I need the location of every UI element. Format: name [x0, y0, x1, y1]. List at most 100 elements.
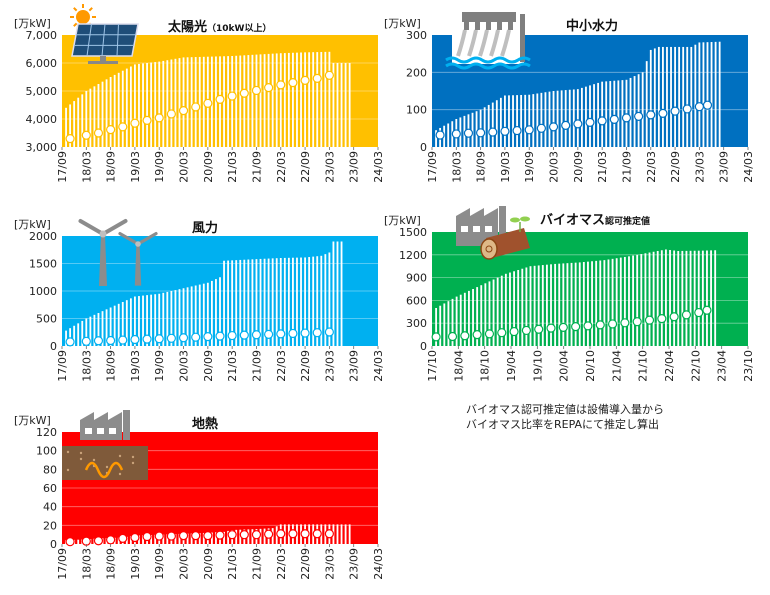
geothermal-bar	[227, 530, 230, 544]
hydro-unit-label: [万kW]	[384, 17, 421, 30]
wind-ytick-label: 1000	[29, 285, 57, 298]
wind-bar	[85, 318, 88, 346]
wind-bar	[77, 323, 80, 346]
wind-bar	[324, 254, 327, 346]
wind-bar	[312, 256, 315, 346]
biomass-bar	[591, 261, 593, 346]
hydro-bar	[714, 41, 717, 147]
hydro-bar	[532, 94, 535, 147]
geothermal-dot	[288, 529, 298, 539]
biomass-dot	[632, 317, 642, 327]
hydro-bar	[649, 49, 652, 147]
biomass-dot	[509, 326, 519, 337]
hydro-bar	[589, 85, 591, 147]
wind-dot	[288, 328, 298, 339]
solar-bar	[231, 56, 234, 147]
geothermal-ytick-label: 40	[43, 501, 57, 514]
geothermal-ytick-label: 80	[43, 463, 57, 476]
wind-ytick-label: 0	[50, 340, 57, 353]
geothermal-xtick-label: 22/09	[299, 548, 312, 580]
solar-bar	[271, 53, 274, 147]
hydro-bar	[597, 82, 600, 147]
wind-dot	[154, 334, 164, 344]
wind-bar	[255, 259, 258, 346]
biomass-bar	[673, 250, 676, 346]
hydro-xtick-label: 23/09	[718, 151, 731, 183]
solar-xtick-label: 19/09	[153, 151, 166, 183]
geothermal-xtick-label: 21/03	[226, 548, 239, 580]
geothermal-xtick-label: 19/09	[153, 548, 166, 580]
biomass-bar	[558, 263, 561, 346]
wind-bar	[328, 252, 331, 346]
wind-bar	[340, 241, 343, 346]
hydro-bar	[613, 80, 616, 147]
biomass-xtick-label: 18/04	[452, 350, 465, 382]
solar-bar	[93, 86, 96, 147]
solar-xtick-label: 19/03	[129, 151, 142, 183]
geothermal-dot-series	[65, 529, 334, 547]
factory-icon	[80, 410, 130, 440]
biomass-dot	[460, 331, 470, 341]
solar-bar	[336, 63, 339, 147]
solar-bar	[239, 55, 242, 147]
solar-bar	[146, 63, 148, 147]
wind-bar	[121, 302, 124, 346]
wind-bar	[186, 287, 189, 346]
biomass-dot	[534, 324, 544, 334]
wind-dot	[324, 327, 334, 337]
biomass-dot	[620, 318, 630, 328]
hydro-bar	[637, 74, 640, 147]
wind-bar	[166, 291, 169, 346]
ground-heat-icon	[62, 446, 148, 480]
solar-bar	[158, 61, 161, 147]
hydro-bar	[706, 42, 709, 147]
hydro-xtick-label: 23/03	[693, 151, 706, 183]
wind-bar	[320, 255, 323, 346]
biomass-bar	[463, 292, 466, 346]
geothermal-dot	[65, 537, 75, 547]
geothermal-bar	[190, 533, 193, 544]
solar-bar	[129, 66, 132, 147]
wind-bar	[170, 291, 173, 346]
geothermal-xtick-label: 22/03	[275, 548, 288, 580]
solar-xtick-label: 18/09	[105, 151, 118, 183]
solar-bar	[308, 52, 311, 148]
wind-dot	[239, 330, 249, 340]
wind-bar	[308, 257, 311, 346]
solar-bar	[105, 79, 108, 147]
geothermal-ytick-label: 0	[50, 538, 57, 551]
geothermal-bar	[174, 534, 177, 544]
biomass-bar	[566, 263, 569, 346]
wind-bar	[105, 309, 108, 346]
wind-bar	[101, 311, 104, 346]
geothermal-dot	[300, 529, 310, 539]
hydro-bar	[447, 123, 450, 147]
solar-xtick-label: 20/03	[178, 151, 191, 183]
geothermal-dot	[118, 533, 128, 544]
geothermal-bar	[198, 533, 201, 544]
solar-dot	[154, 113, 164, 123]
solar-bar	[263, 54, 266, 148]
hydro-dot	[561, 120, 571, 130]
solar-dot	[106, 125, 116, 135]
biomass-bar	[640, 254, 643, 346]
biomass-bar	[443, 303, 446, 346]
solar-bar	[109, 77, 112, 147]
biomass-bar	[521, 268, 524, 346]
solar-bar	[190, 57, 193, 147]
solar-bar	[134, 64, 136, 147]
wind-turbine-icon	[78, 219, 128, 286]
geothermal-dot	[215, 530, 225, 540]
solar-xtick-label: 20/09	[202, 151, 215, 183]
hydro-dot	[597, 116, 607, 126]
wind-turbine-icon	[118, 232, 158, 286]
geothermal-bar	[210, 532, 213, 544]
biomass-bar	[611, 258, 614, 346]
wind-bar	[65, 330, 67, 346]
wind-dot-series	[65, 327, 334, 347]
wind-dot	[118, 335, 128, 345]
biomass-xtick-label: 19/04	[505, 350, 518, 382]
solar-dot	[264, 83, 274, 93]
hydro-bar	[568, 89, 571, 147]
